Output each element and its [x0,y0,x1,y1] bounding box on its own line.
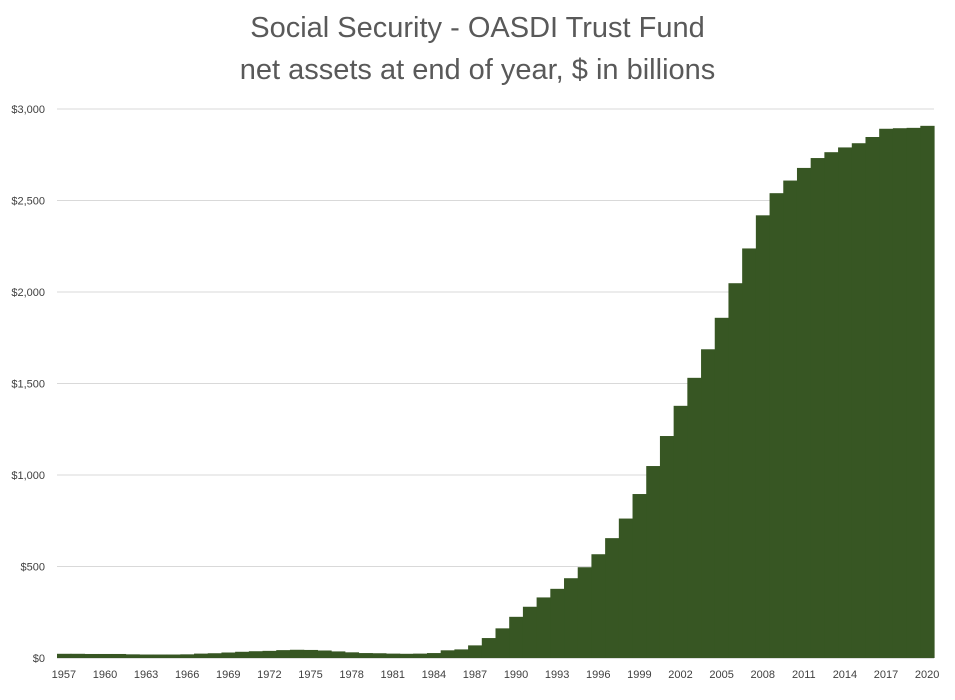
bar [577,567,593,658]
y-tick-label: $500 [21,562,45,574]
x-tick-label: 2002 [668,669,692,681]
y-tick-label: $1,000 [11,470,45,482]
bar [468,645,483,658]
bar [289,649,305,658]
bar [194,653,209,658]
bar [413,653,428,658]
chart-title: Social Security - OASDI Trust Fund [250,12,705,44]
bar [70,653,86,658]
x-tick-label: 1960 [93,669,117,681]
bar [564,578,579,658]
bar [796,167,812,658]
y-tick-label: $3,000 [11,104,45,116]
x-tick-label: 2008 [750,669,774,681]
x-tick-label: 1975 [298,669,322,681]
bar [618,518,634,658]
bar [714,317,730,658]
bar [550,588,565,658]
x-tick-label: 1963 [134,669,158,681]
bar [454,649,469,658]
bar [632,494,647,658]
bar [344,652,360,658]
bar [522,606,538,658]
bar [810,158,825,658]
bar [139,654,154,658]
bar [125,654,140,658]
x-tick-label: 1966 [175,669,199,681]
x-tick-label: 1957 [52,669,76,681]
bar [399,653,414,658]
x-tick-label: 2020 [915,669,939,681]
bar [728,283,743,658]
bar [646,466,661,658]
bar [276,650,291,658]
x-tick-label: 1984 [422,669,446,681]
bar [769,193,784,658]
bar [235,651,250,658]
bar [906,127,921,658]
bar [755,215,771,658]
bar [426,653,442,658]
x-tick-label: 2005 [709,669,733,681]
bar [605,538,620,658]
x-tick-label: 1987 [463,669,487,681]
bar [509,616,524,658]
bar [84,653,99,658]
bar [152,654,168,658]
x-tick-label: 1981 [380,669,404,681]
bar [440,650,455,658]
bar [865,136,880,658]
bar [207,653,223,658]
bar [262,650,277,658]
bar [701,349,716,658]
bar [358,653,373,658]
bar [303,649,318,658]
bar [331,651,346,658]
y-tick-label: $2,000 [11,287,45,299]
bar [57,653,72,658]
bar [659,436,675,658]
x-tick-label: 1996 [586,669,610,681]
bar [783,180,798,659]
y-tick-label: $2,500 [11,196,45,208]
bar [372,653,387,658]
x-tick-label: 1990 [504,669,528,681]
chart-subtitle: net assets at end of year, $ in billions [239,54,716,86]
bar [385,653,401,658]
bar [536,597,551,658]
bar [248,651,264,658]
bar [111,653,127,658]
bar [879,128,894,658]
bar [317,650,332,658]
bar [98,653,113,658]
bar [687,377,702,658]
bar [495,628,510,658]
bar [851,143,867,658]
x-tick-label: 2017 [874,669,898,681]
bar [591,554,606,658]
bar [742,248,757,659]
x-tick-label: 2014 [833,669,857,681]
bar [838,147,853,658]
bar [920,125,935,658]
bar [166,654,181,658]
y-tick-label: $0 [33,653,45,665]
bar [481,638,497,658]
x-tick-label: 2011 [792,669,816,681]
x-tick-label: 1969 [216,669,240,681]
x-tick-label: 1993 [545,669,569,681]
bar [180,654,195,658]
x-tick-label: 1972 [257,669,281,681]
x-tick-label: 1999 [627,669,651,681]
x-tick-label: 1978 [339,669,363,681]
bar [221,652,236,658]
y-tick-label: $1,500 [11,379,45,391]
bar [892,128,908,659]
bar [824,152,839,659]
bar [673,405,688,658]
